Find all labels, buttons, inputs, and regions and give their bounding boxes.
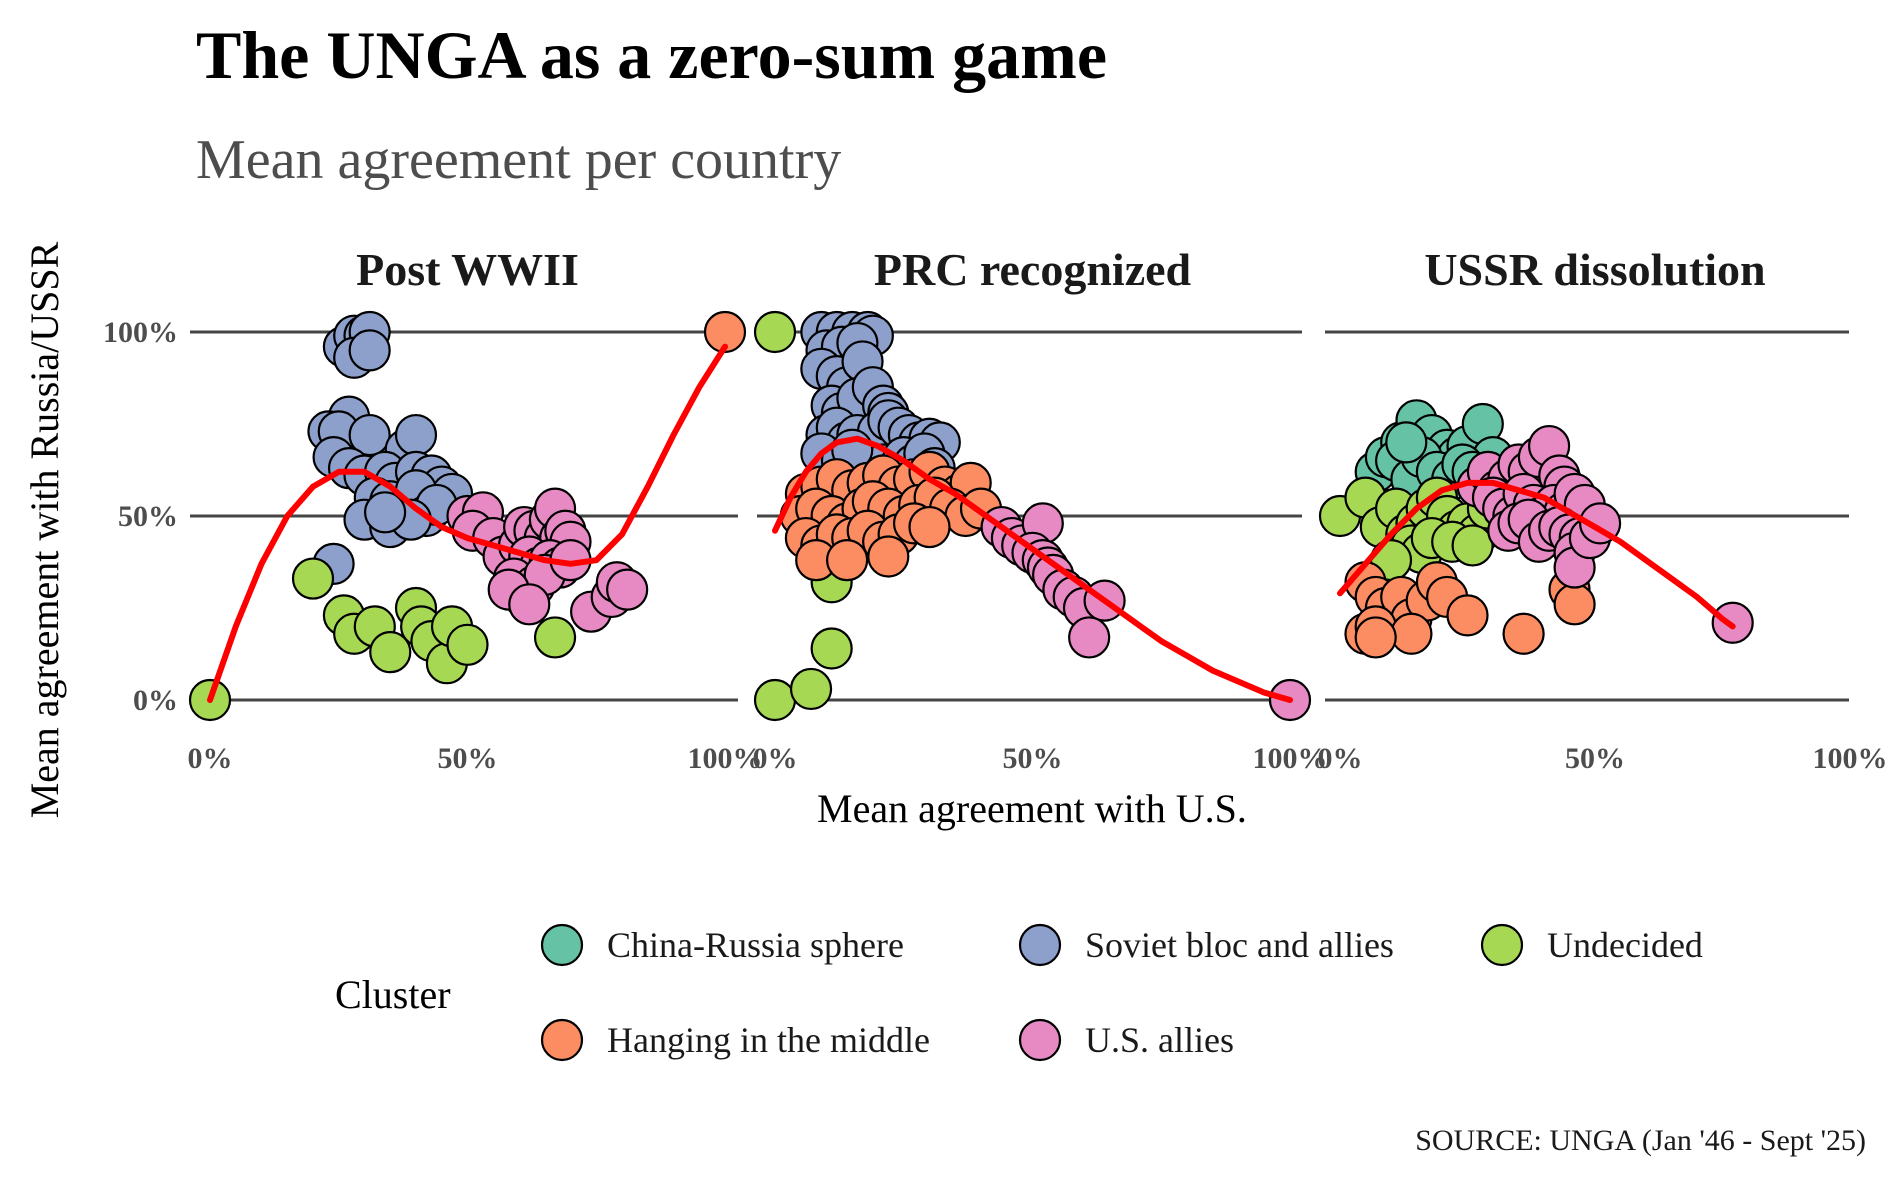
y-axis-title: Mean agreement with Russia/USSR — [22, 241, 67, 818]
x-axis-title: Mean agreement with U.S. — [817, 786, 1247, 831]
data-point — [753, 310, 797, 354]
legend-label: Undecided — [1547, 925, 1703, 965]
legend-key — [1480, 923, 1524, 967]
legend-key — [540, 923, 584, 967]
data-point — [291, 557, 335, 600]
data-point — [446, 623, 489, 666]
facet-title: USSR dissolution — [1424, 244, 1765, 295]
y-tick-label: 50% — [118, 500, 178, 533]
legend-label: China-Russia sphere — [607, 925, 904, 965]
legend-item: Hanging in the middle — [540, 1018, 930, 1062]
data-point — [1451, 524, 1494, 567]
y-tick-label: 100% — [103, 316, 178, 349]
x-tick-label: 100% — [688, 742, 763, 775]
data-point — [364, 491, 407, 534]
legend-item: Undecided — [1480, 923, 1703, 967]
data-point — [908, 505, 951, 549]
data-point — [348, 329, 391, 372]
data-point — [867, 535, 910, 578]
trend-line — [207, 343, 728, 703]
legend-key — [1018, 923, 1062, 967]
facet-title: PRC recognized — [874, 244, 1192, 295]
x-tick-label: 50% — [1003, 742, 1063, 775]
data-point — [1502, 612, 1545, 655]
data-point — [753, 678, 797, 722]
trend-line — [772, 435, 1293, 703]
data-point — [810, 627, 853, 670]
data-point — [1068, 616, 1111, 659]
x-tick-label: 50% — [1565, 742, 1625, 775]
data-point — [533, 616, 577, 659]
legend-key — [1018, 1018, 1062, 1062]
chart-subtitle: Mean agreement per country — [196, 129, 841, 191]
data-point — [1553, 583, 1596, 626]
x-tick-label: 100% — [1253, 742, 1328, 775]
trend-line — [1337, 479, 1736, 630]
legend-label: Hanging in the middle — [607, 1020, 930, 1060]
legend-label: U.S. allies — [1085, 1020, 1234, 1060]
legend-item: China-Russia sphere — [540, 923, 904, 967]
facet-panel-1: Post WWII 0% 50% 100% 0% 50% 100% — [103, 244, 763, 775]
source-caption: SOURCE: UNGA (Jan '46 - Sept '25) — [1415, 1124, 1866, 1157]
legend-label: Soviet bloc and allies — [1085, 925, 1394, 965]
x-tick-label: 50% — [438, 742, 498, 775]
data-point — [348, 413, 391, 457]
facet-panel-3: USSR dissolution 0% 50% 100% — [1318, 244, 1888, 775]
data-point — [825, 539, 869, 582]
x-tick-label: 0% — [188, 742, 233, 775]
data-point — [1390, 612, 1433, 655]
x-tick-label: 100% — [1813, 742, 1888, 775]
data-point — [1385, 421, 1428, 464]
data-point — [369, 631, 412, 674]
chart-title: The UNGA as a zero-sum game — [196, 17, 1107, 93]
legend-item: U.S. allies — [1018, 1018, 1234, 1062]
data-point — [606, 568, 649, 611]
y-tick-label: 0% — [133, 684, 178, 717]
data-point — [789, 667, 833, 711]
data-point — [508, 583, 551, 626]
data-point — [1354, 616, 1397, 659]
x-tick-label: 0% — [1318, 742, 1363, 775]
legend-title: Cluster — [335, 972, 451, 1017]
data-point — [1446, 594, 1489, 637]
facet-title: Post WWII — [356, 244, 579, 295]
legend-key — [540, 1018, 584, 1062]
x-tick-label: 0% — [753, 742, 798, 775]
legend-item: Soviet bloc and allies — [1018, 923, 1394, 967]
data-point — [394, 413, 438, 457]
facet-panel-2: PRC recognized 0% 50% 100% — [753, 244, 1328, 775]
legend: Cluster China-Russia sphere Soviet bloc an… — [335, 923, 1703, 1062]
